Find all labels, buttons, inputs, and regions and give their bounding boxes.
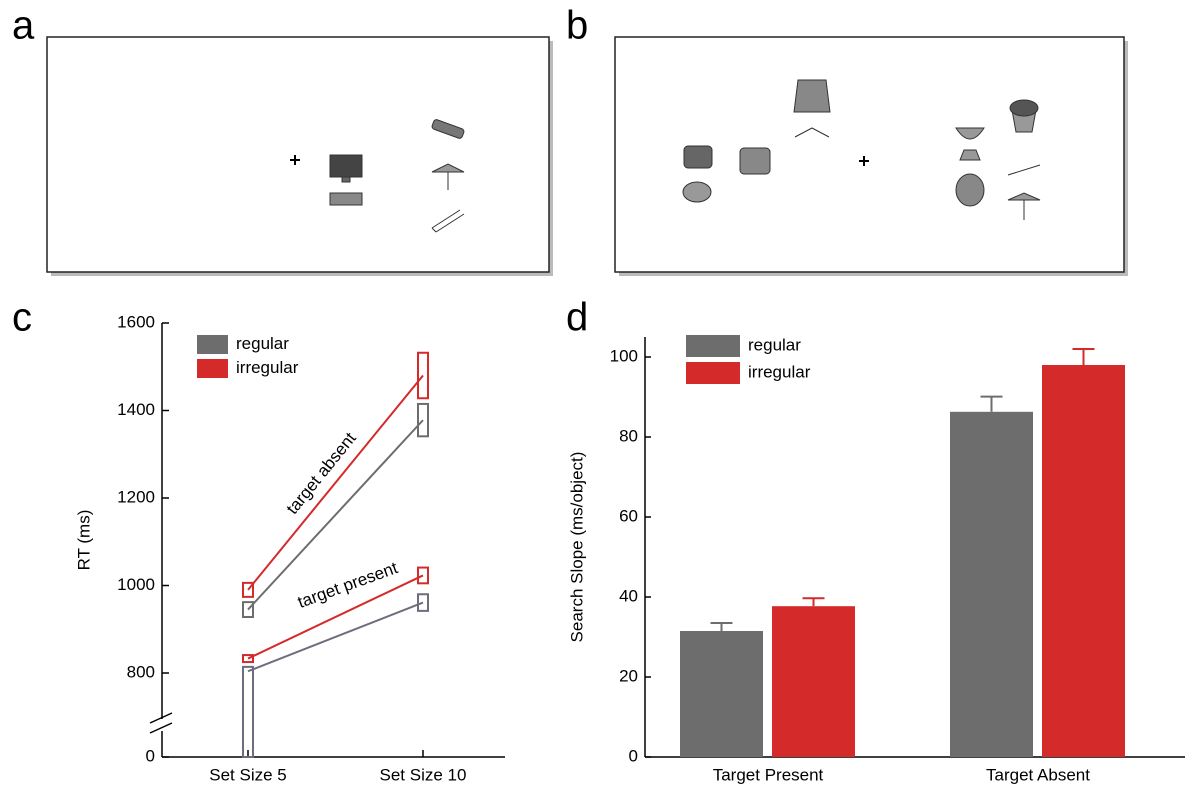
y-tick-label: 0 [629, 746, 638, 765]
legend-swatch [197, 335, 228, 354]
y-tick-label: 0 [146, 746, 155, 765]
bar [950, 411, 1033, 757]
y-tick-label: 20 [619, 666, 638, 685]
x-tick-label: Set Size 10 [380, 765, 467, 784]
x-tick-label: Target Absent [986, 765, 1090, 784]
error-box [417, 566, 429, 585]
error-bar [802, 597, 825, 607]
legend-label: irregular [236, 358, 299, 377]
stimulus-icons [329, 119, 465, 233]
fixation-cross [290, 155, 300, 165]
y-tick-label: 1200 [117, 487, 155, 506]
y-tick-label: 1600 [117, 312, 155, 331]
bar [1042, 365, 1125, 757]
series-line [247, 601, 424, 673]
legend-label: regular [748, 335, 801, 354]
legend-swatch [197, 359, 228, 378]
y-tick-label: 40 [619, 586, 638, 605]
error-box [417, 593, 429, 612]
legend-label: irregular [748, 362, 811, 381]
error-box [242, 581, 254, 598]
y-tick-label: 1000 [117, 575, 155, 594]
x-tick-label: Set Size 5 [209, 765, 287, 784]
stimulus-panel [46, 36, 550, 273]
legend-swatch [686, 362, 740, 384]
x-tick-label: Target Present [713, 765, 824, 784]
panel-label: c [12, 296, 32, 340]
series-line [247, 574, 424, 660]
fixation-cross [859, 156, 869, 166]
error-bar [710, 622, 733, 631]
error-box [242, 654, 254, 664]
panel-label: d [566, 296, 588, 340]
annotation: target absent [283, 429, 360, 518]
error-bar [1072, 348, 1095, 365]
y-tick-label: 100 [610, 346, 638, 365]
legend-label: regular [236, 334, 289, 353]
axis-break [149, 722, 173, 734]
axis-break [149, 712, 173, 724]
series-line [247, 374, 424, 591]
error-box [417, 351, 429, 400]
series-line [247, 419, 424, 611]
y-axis-label: Search Slope (ms/object) [567, 452, 586, 643]
annotation: target present [295, 558, 400, 612]
bar [772, 606, 855, 757]
y-tick-label: 1400 [117, 400, 155, 419]
error-box [242, 601, 254, 618]
panel-label: b [566, 4, 588, 48]
panel-label: a [12, 4, 35, 48]
error-box [242, 665, 254, 758]
bar [680, 631, 763, 757]
y-tick-label: 60 [619, 506, 638, 525]
error-box [417, 402, 429, 438]
y-tick-label: 800 [127, 662, 155, 681]
error-bar [980, 395, 1003, 412]
y-tick-label: 80 [619, 426, 638, 445]
legend-swatch [686, 335, 740, 357]
y-axis-label: RT (ms) [74, 510, 93, 571]
stimulus-icons [682, 79, 1041, 220]
